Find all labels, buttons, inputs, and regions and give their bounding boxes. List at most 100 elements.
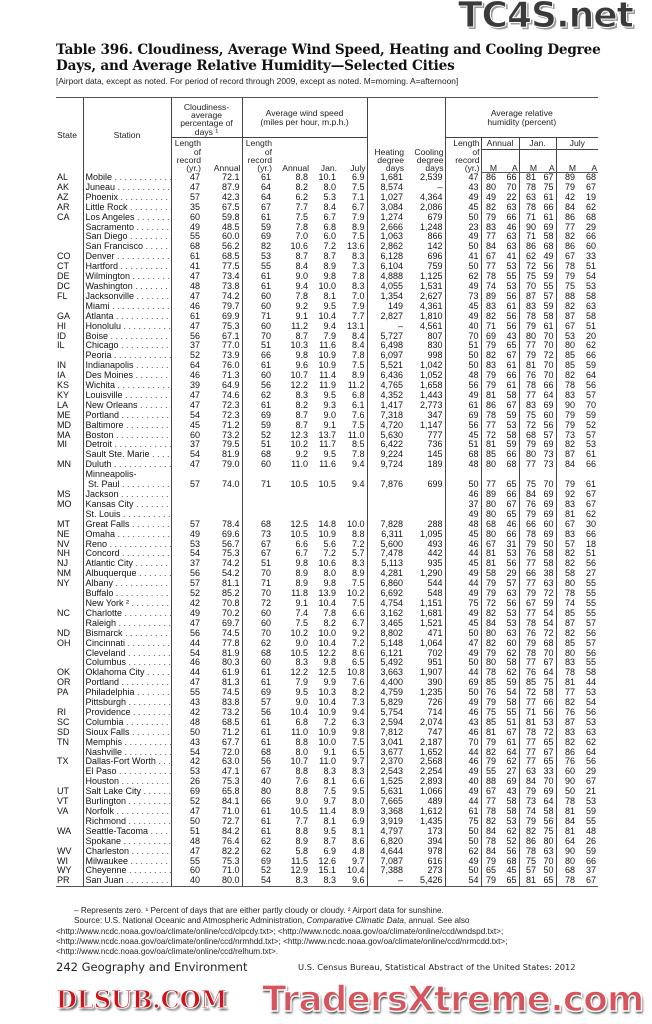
cell-state: MA bbox=[57, 430, 71, 440]
cell-cloud-annual: 59.8 bbox=[221, 212, 240, 222]
cell-cloud-annual: 83.8 bbox=[221, 698, 240, 708]
cell-jan-a: 70 bbox=[543, 777, 554, 787]
cell-annual-a: 59 bbox=[506, 440, 517, 450]
cell-cloud-annual: 72.0 bbox=[221, 747, 240, 757]
station-name: Duluth bbox=[85, 460, 112, 470]
cell-cooling-degree-days: 347 bbox=[427, 410, 443, 420]
cell-humidity-length: 45 bbox=[444, 529, 482, 540]
cell-annual-a: 56 bbox=[506, 559, 517, 569]
cell-wind-jan: 9.4 bbox=[323, 321, 337, 331]
cell-july-a: 21 bbox=[586, 787, 597, 797]
cell-jan-m: 71 bbox=[518, 212, 539, 223]
dot-leader: . . . . . . . . . . . . . . . . bbox=[122, 549, 171, 559]
station-name: Columbia bbox=[85, 717, 124, 727]
cell-wind-length bbox=[241, 509, 274, 520]
dot-leader: . . . . . . . . . . . . . . . . bbox=[131, 846, 171, 856]
cell-wind-jan bbox=[310, 500, 338, 510]
cell-annual-m: 89 bbox=[480, 490, 499, 500]
cell-annual-a: 56 bbox=[506, 598, 517, 608]
header-wind-july: July bbox=[350, 163, 366, 173]
cell-jan-a: 72 bbox=[543, 727, 554, 737]
cell-wind-annual: 7.5 bbox=[295, 212, 309, 222]
cell-annual-m: 68 bbox=[480, 519, 499, 530]
cell-july-a: 54 bbox=[586, 272, 597, 282]
station-name: Omaha bbox=[85, 529, 116, 539]
station-name: Sioux Falls bbox=[85, 727, 130, 737]
cell-heating-degree-days: 5,492 bbox=[366, 658, 406, 669]
cell-wind-annual: 6.7 bbox=[295, 549, 309, 559]
cell-annual-a: 58 bbox=[506, 430, 517, 440]
cell-jan-a: 66 bbox=[543, 698, 554, 708]
cell-annual-a: 63 bbox=[506, 628, 517, 638]
cell-cloud-annual: 73.8 bbox=[221, 281, 240, 291]
cell-wind-annual: 9.0 bbox=[295, 638, 309, 648]
cell-cloud-annual: 71.0 bbox=[221, 807, 240, 816]
table-row: SC Columbia . . . . . . . . . . . . . . .… bbox=[56, 717, 598, 728]
cell-annual-a: 69 bbox=[506, 777, 517, 787]
cell-annual-m: 82 bbox=[480, 608, 499, 619]
climate-table: State Station Cloudiness-average percent… bbox=[56, 97, 599, 888]
cell-cloud-annual: 60.0 bbox=[221, 232, 240, 242]
cell-humidity-length: 49 bbox=[444, 767, 482, 778]
cell-cooling-degree-days: 288 bbox=[427, 519, 443, 529]
cell-wind-jan: 10.3 bbox=[318, 688, 337, 698]
cell-wind-jan: 7.5 bbox=[323, 787, 337, 797]
cell-jan-a: 69 bbox=[543, 222, 554, 232]
cell-humidity-length: 50 bbox=[444, 242, 482, 253]
cell-humidity-length: 48 bbox=[444, 371, 482, 382]
cell-heating-degree-days: 5,113 bbox=[366, 559, 406, 570]
header-state: State bbox=[56, 97, 83, 173]
cell-station: Duluth . . . . . . . . . . . . . . . . bbox=[82, 460, 171, 471]
cell-cloud-annual: 74.2 bbox=[221, 291, 240, 301]
cell-wind-length: 52 bbox=[241, 866, 274, 877]
cell-state: MN bbox=[57, 460, 71, 470]
cell-wind-length: 67 bbox=[241, 549, 274, 560]
cell-jan-a: 55 bbox=[543, 281, 554, 291]
station-name: Bismarck bbox=[85, 628, 123, 638]
cell-annual-m: 85 bbox=[480, 678, 499, 689]
cell-wind-annual: 10.2 bbox=[290, 628, 309, 638]
station-name: Cincinnati bbox=[85, 638, 126, 648]
cell-annual-m: 81 bbox=[480, 440, 499, 451]
cell-annual-m: 80 bbox=[480, 628, 499, 639]
dot-leader: . . . . . . . . . . . . . . . . bbox=[114, 351, 171, 361]
cell-wind-annual: 7.8 bbox=[295, 291, 309, 301]
cell-cloud-annual: 71.0 bbox=[221, 866, 240, 876]
cell-state bbox=[56, 619, 83, 629]
dot-leader: . . . . . . . . . . . . . . . . bbox=[130, 856, 171, 866]
table-row: New York ² . . . . . . . . . . . . . . .… bbox=[56, 598, 598, 609]
cell-humidity-length: 44 bbox=[444, 579, 482, 590]
cell-jan-m: 79 bbox=[518, 321, 539, 332]
station-name: Jackson bbox=[85, 490, 119, 499]
cell-cloud-annual: 70.8 bbox=[221, 598, 240, 608]
cell-humidity-length: 50 bbox=[444, 628, 482, 639]
cell-july-a: 56 bbox=[586, 648, 597, 658]
station-name: Columbus bbox=[85, 658, 127, 668]
table-row: MA Boston . . . . . . . . . . . . . . . .… bbox=[56, 430, 598, 441]
station-name: Sacramento bbox=[85, 222, 135, 232]
cell-cooling-degree-days: 1,521 bbox=[420, 618, 443, 628]
cell-humidity-length: 50 bbox=[444, 826, 482, 837]
cell-cooling-degree-days: 471 bbox=[427, 628, 443, 638]
cell-wind-length: 66 bbox=[241, 797, 274, 807]
cell-cloud-annual: 74.5 bbox=[221, 688, 240, 698]
cell-annual-a: 29 bbox=[506, 569, 517, 579]
cell-july-a: 53 bbox=[586, 440, 597, 450]
cell-july-a: 60 bbox=[586, 242, 597, 252]
cell-july-a: 33 bbox=[586, 252, 597, 262]
cell-state: ME bbox=[57, 410, 71, 420]
cell-jan-a: 67 bbox=[543, 172, 554, 183]
cell-heating-degree-days bbox=[366, 499, 406, 510]
cell-station: Phoenix . . . . . . . . . . . . . . . . bbox=[82, 192, 171, 203]
cell-station: Kansas City . . . . . . . . . . . . . . … bbox=[82, 499, 171, 510]
cell-wind-july: 13.6 bbox=[347, 242, 365, 252]
cell-july-m: 85 bbox=[555, 638, 578, 649]
cell-heating-degree-days: 4,281 bbox=[366, 569, 406, 580]
cell-july-m: 67 bbox=[555, 252, 578, 263]
cell-wind-july: 6.6 bbox=[352, 777, 365, 787]
cell-wind-annual: 9.0 bbox=[295, 698, 309, 708]
cell-wind-jan: 9.7 bbox=[323, 797, 337, 807]
cell-wind-july: 8.9 bbox=[352, 222, 365, 232]
cell-cloud-length: 54 bbox=[170, 450, 202, 461]
